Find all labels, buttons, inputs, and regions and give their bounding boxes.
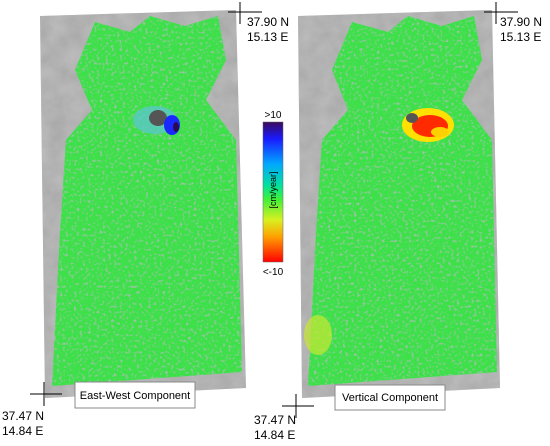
lon-label: 14.84 E — [254, 428, 295, 442]
lon-label: 15.13 E — [500, 30, 541, 44]
crater — [406, 113, 418, 123]
colorbar-max: >10 — [265, 110, 282, 121]
anomaly — [304, 315, 332, 355]
lat-label: 37.47 N — [2, 409, 44, 423]
texture — [52, 16, 242, 386]
anomaly — [173, 122, 179, 132]
lat-label: 37.47 N — [254, 413, 296, 427]
ew-map: East-West Component 37.90 N 15.13 E 37.4… — [2, 2, 289, 438]
lat-label: 37.90 N — [500, 15, 542, 29]
label-box — [334, 384, 446, 411]
lat-label: 37.90 N — [247, 15, 289, 29]
colorbar-ramp — [262, 121, 284, 263]
colorbar-title: [cm/year] — [268, 171, 278, 208]
label-box — [74, 381, 196, 409]
lon-label: 14.84 E — [2, 424, 43, 438]
lon-label: 15.13 E — [247, 30, 288, 44]
colorbar: >10 <-10 [cm/year] — [262, 110, 284, 278]
colorbar-min: <-10 — [263, 267, 284, 278]
crater — [149, 110, 167, 126]
anomaly — [431, 127, 449, 137]
vertical-map: Vertical Component 37.90 N 15.13 E 37.47… — [254, 2, 542, 442]
texture — [308, 16, 497, 386]
map-label: Vertical Component — [342, 392, 438, 404]
map-label: East-West Component — [80, 390, 190, 402]
